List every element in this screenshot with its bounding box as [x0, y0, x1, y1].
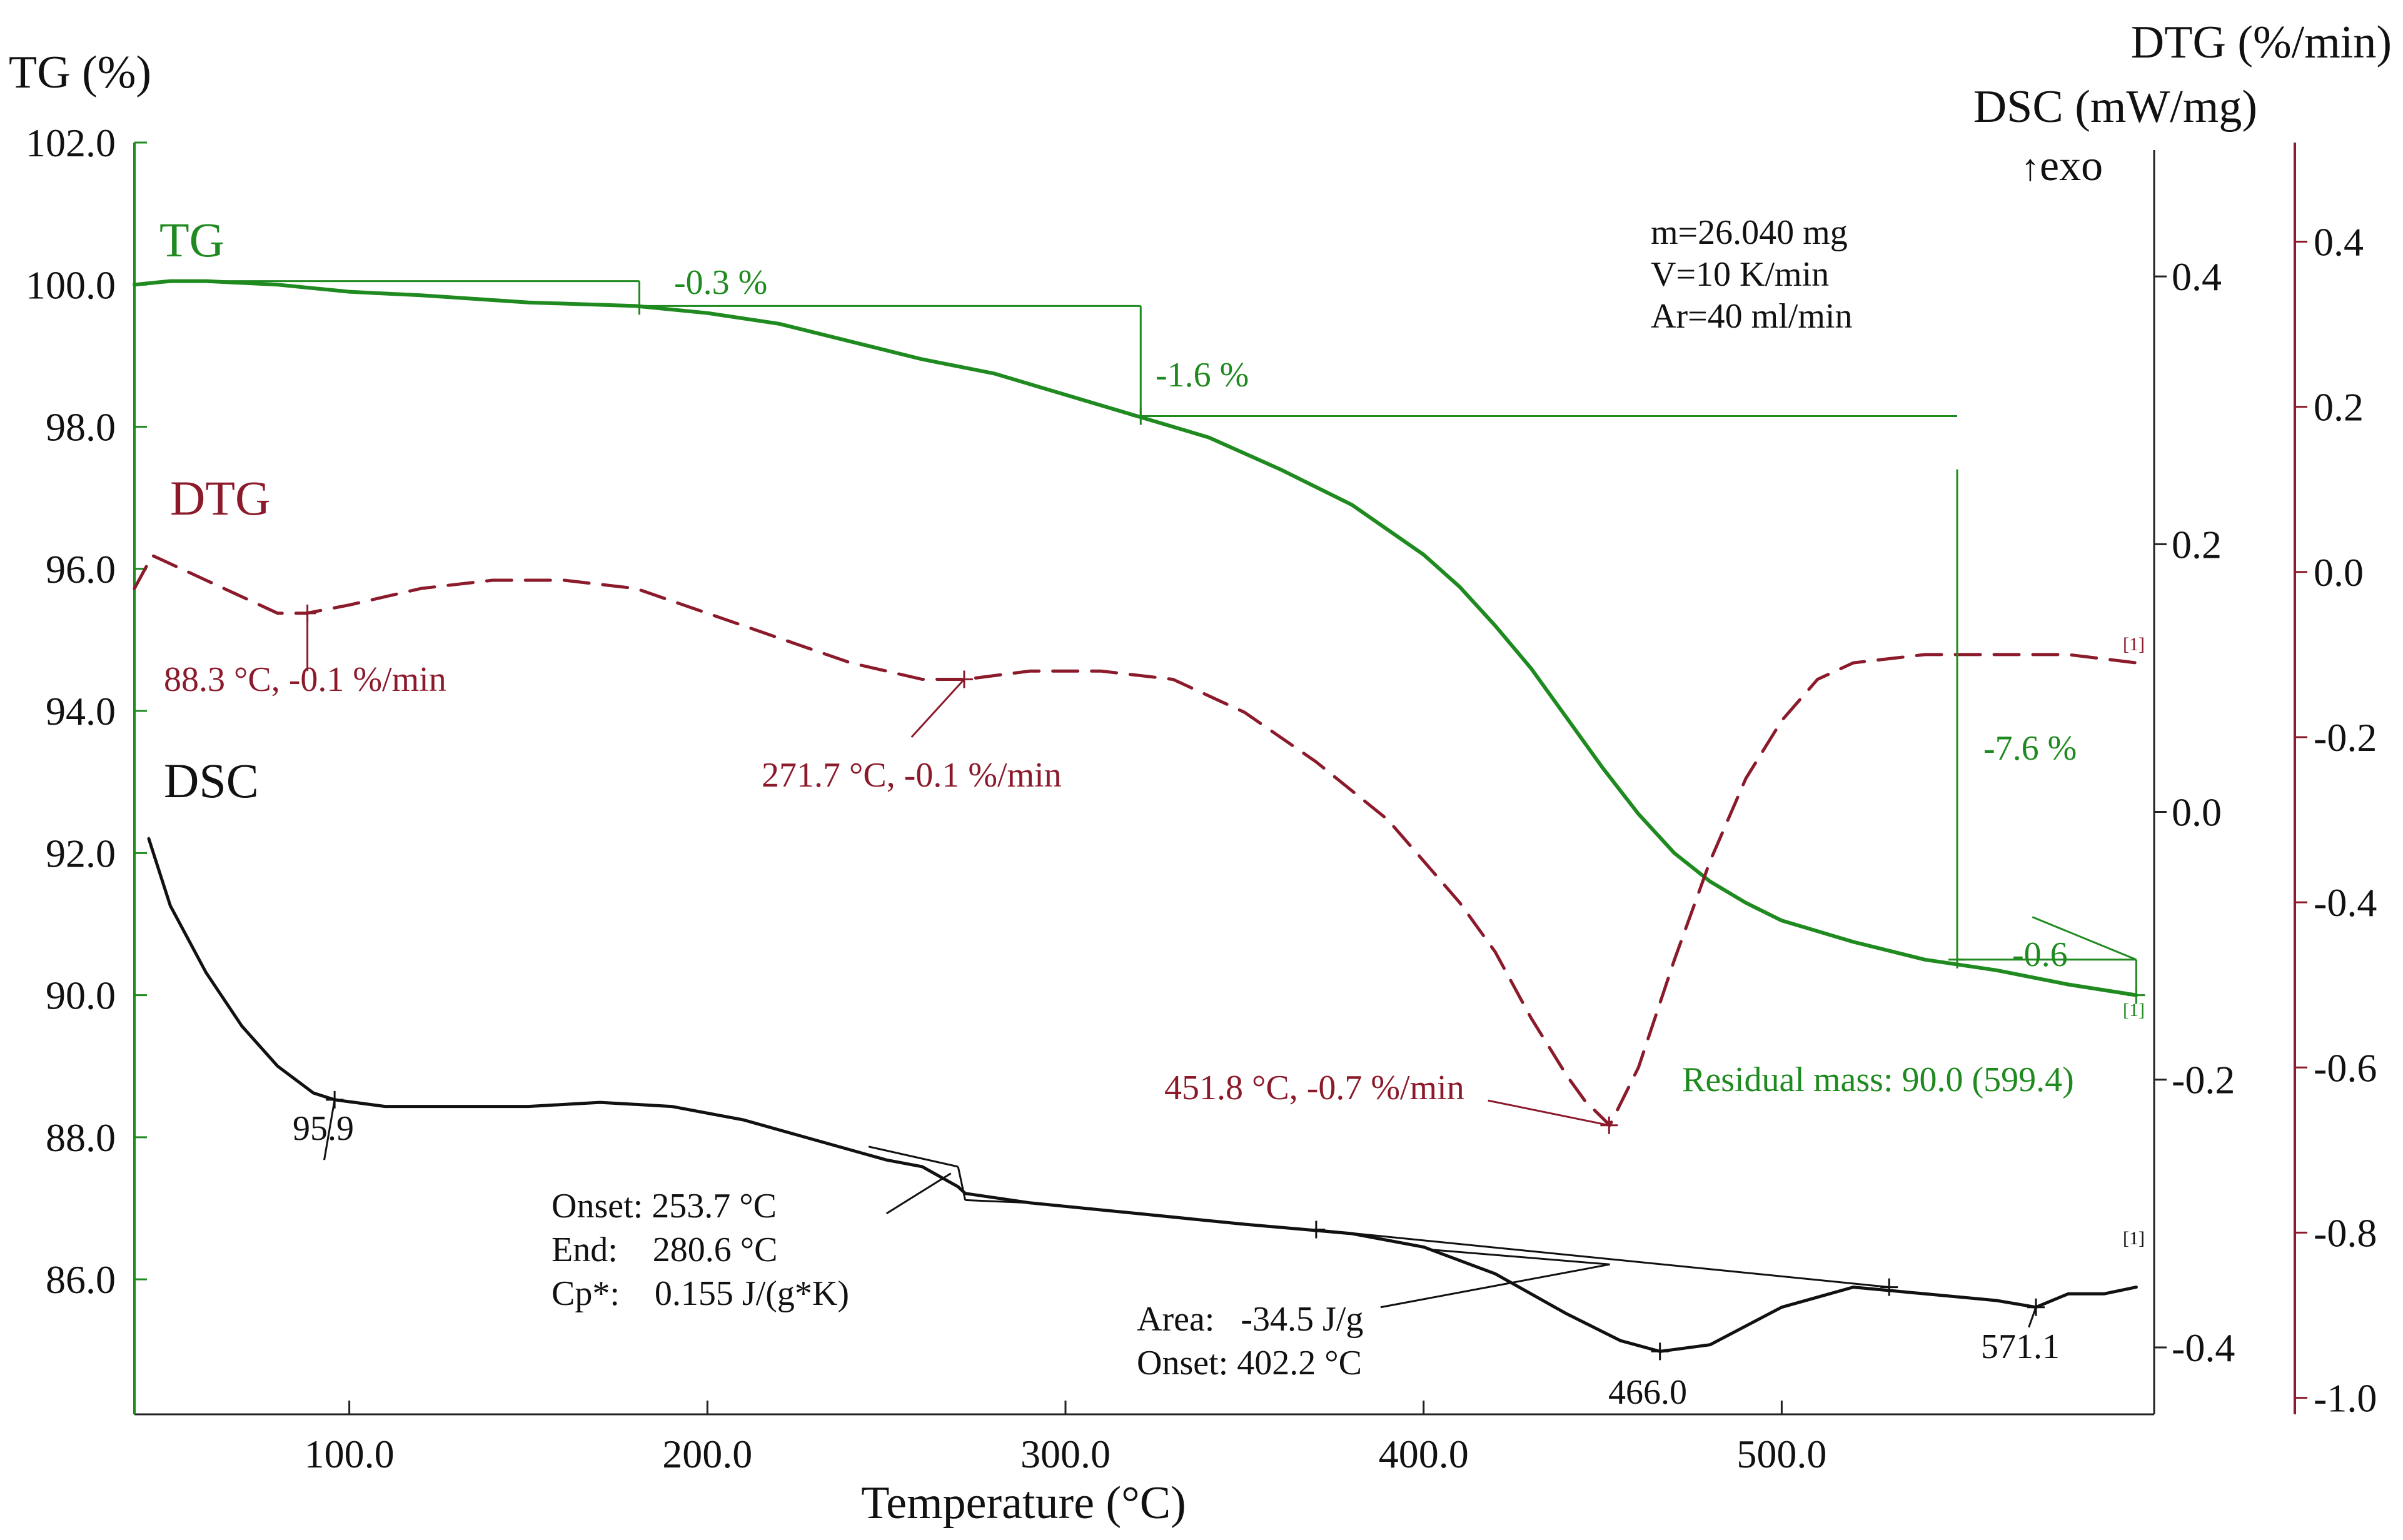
- axes: 100.0 200.0 300.0 400.0 500.0 86.0 88.0 90.0 92.…: [26, 121, 2377, 1476]
- dsc-series-label: DSC: [164, 753, 259, 808]
- x-tick-label: 500.0: [1736, 1432, 1826, 1476]
- dtg-tick-label: 0.4: [2314, 219, 2364, 264]
- dsc-glass-leader: [885, 1172, 952, 1215]
- dtg-tick-label: -0.8: [2314, 1210, 2377, 1255]
- dsc-tick-label: 0.2: [2172, 522, 2222, 566]
- dtg-series-label: DTG: [170, 471, 270, 525]
- residual-mass-label: Residual mass: 90.0 (599.4): [1682, 1060, 2074, 1099]
- tg-step4-label: -0.6: [2012, 935, 2068, 974]
- dsc-tick-label: -0.2: [2172, 1058, 2235, 1102]
- x-tick-label: 100.0: [305, 1432, 395, 1476]
- dsc-peak-label: 466.0: [1608, 1373, 1687, 1412]
- left-tick-label: 102.0: [26, 121, 116, 165]
- annotation-guides: [170, 280, 2145, 1361]
- dtg-axis-title: DTG (%/min): [2131, 17, 2392, 68]
- dsc-point2-leader: [2028, 1307, 2037, 1328]
- dsc-point1-leader: [323, 1099, 336, 1160]
- tg-step1-label: -0.3 %: [674, 263, 767, 302]
- dtg-tick-label: -0.2: [2314, 715, 2377, 760]
- dsc-peak-baseline: [1316, 1229, 1890, 1289]
- dsc-end-marker: [1]: [2123, 1228, 2145, 1249]
- dtg-peak2-leader: [910, 678, 965, 738]
- dtg-series-line: [133, 553, 2138, 1127]
- left-tick-label: 86.0: [46, 1257, 116, 1302]
- dtg-end-marker: [1]: [2123, 634, 2145, 655]
- info-mass: m=26.040 mg: [1651, 213, 1848, 252]
- dtg-tick-label: -0.4: [2314, 880, 2377, 925]
- dsc-glass-cp: Cp*: 0.155 J/(g*K): [552, 1274, 849, 1313]
- tg-series-label: TG: [159, 213, 224, 267]
- left-tick-label: 98.0: [46, 405, 116, 450]
- dsc-tick-label: -0.4: [2172, 1326, 2235, 1370]
- tg-series-line: [133, 279, 2139, 997]
- dtg-tick-label: 0.0: [2314, 550, 2364, 595]
- dtg-tick-label: -0.6: [2314, 1045, 2377, 1090]
- dsc-glass-tangent2: [965, 1199, 1030, 1204]
- tg-end-marker: [1]: [2123, 1000, 2145, 1020]
- left-tick-label: 90.0: [46, 974, 116, 1018]
- dtg-tick-label: 0.2: [2314, 385, 2364, 430]
- x-tick-label: 200.0: [662, 1432, 752, 1476]
- dsc-area-leader: [1380, 1263, 1610, 1309]
- dsc-glass-step: [957, 1166, 967, 1200]
- dtg-peak3-leader: [1488, 1099, 1610, 1127]
- x-tick-label: 300.0: [1020, 1432, 1111, 1476]
- tg-step4-leader: [2032, 916, 2137, 961]
- left-tick-label: 100.0: [26, 263, 116, 307]
- exo-label: exo: [2040, 142, 2103, 190]
- dtg-peak3-label: 451.8 °C, -0.7 %/min: [1164, 1069, 1464, 1107]
- dsc-tick-label: 0.4: [2172, 254, 2222, 299]
- info-gas: Ar=40 ml/min: [1651, 297, 1852, 336]
- left-tick-label: 96.0: [46, 547, 116, 591]
- dsc-tick-label: 0.0: [2172, 790, 2222, 835]
- left-tick-label: 94.0: [46, 689, 116, 733]
- dtg-peak1-label: 88.3 °C, -0.1 %/min: [164, 660, 446, 699]
- tg-step2-label: -1.6 %: [1156, 356, 1249, 395]
- dsc-glass-tangent1: [868, 1145, 959, 1168]
- x-tick-label: 400.0: [1379, 1432, 1469, 1476]
- dtg-tick-label: -1.0: [2314, 1376, 2377, 1421]
- left-tick-label: 92.0: [46, 831, 116, 875]
- left-tick-label: 88.0: [46, 1115, 116, 1160]
- info-rate: V=10 K/min: [1651, 255, 1829, 294]
- dsc-axis-title: DSC (mW/mg): [1973, 81, 2257, 133]
- series-layer: [133, 279, 2139, 1353]
- exo-arrow-icon: ↑: [2021, 147, 2040, 188]
- dtg-peak2-label: 271.7 °C, -0.1 %/min: [762, 756, 1062, 795]
- dsc-glass-end: End: 280.6 °C: [552, 1230, 778, 1269]
- dsc-point2-label: 571.1: [1981, 1327, 2060, 1366]
- dsc-peak-onset: Onset: 402.2 °C: [1137, 1344, 1362, 1382]
- dsc-area: Area: -34.5 J/g: [1137, 1300, 1363, 1339]
- dsc-glass-onset: Onset: 253.7 °C: [552, 1187, 777, 1225]
- dsc-point1-label: 95.9: [293, 1109, 354, 1148]
- left-axis-title: TG (%): [9, 47, 151, 98]
- dsc-onset-tangent: [1431, 1249, 1610, 1266]
- x-axis-title: Temperature (°C): [861, 1477, 1186, 1529]
- dsc-series-line: [147, 837, 2138, 1353]
- tg-step3-label: -7.6 %: [1983, 729, 2077, 768]
